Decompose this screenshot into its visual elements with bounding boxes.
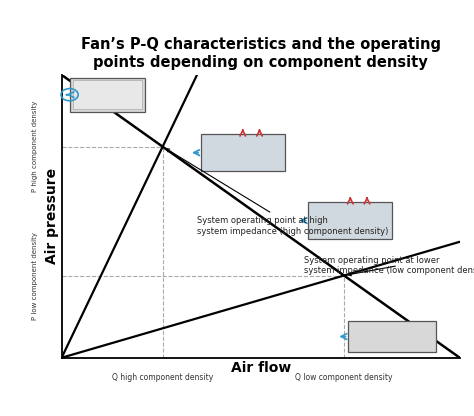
Y-axis label: Air pressure: Air pressure: [45, 168, 59, 265]
Bar: [309, 202, 392, 239]
Title: Fan’s P-Q characteristics and the operating
points depending on component densit: Fan’s P-Q characteristics and the operat…: [81, 37, 441, 69]
Text: P high component density: P high component density: [32, 101, 38, 192]
Bar: [348, 321, 436, 352]
Bar: [73, 80, 142, 109]
Bar: [201, 134, 284, 171]
Text: P low component density: P low component density: [32, 232, 38, 319]
Text: System operating point at high
system impedance (high component density): System operating point at high system im…: [166, 149, 388, 236]
Text: Q high component density: Q high component density: [112, 373, 213, 382]
Text: Q low component density: Q low component density: [295, 373, 393, 382]
Text: System operating point at lower
system impedance (low component density): System operating point at lower system i…: [304, 256, 474, 276]
Bar: [70, 78, 145, 111]
X-axis label: Air flow: Air flow: [230, 361, 291, 374]
